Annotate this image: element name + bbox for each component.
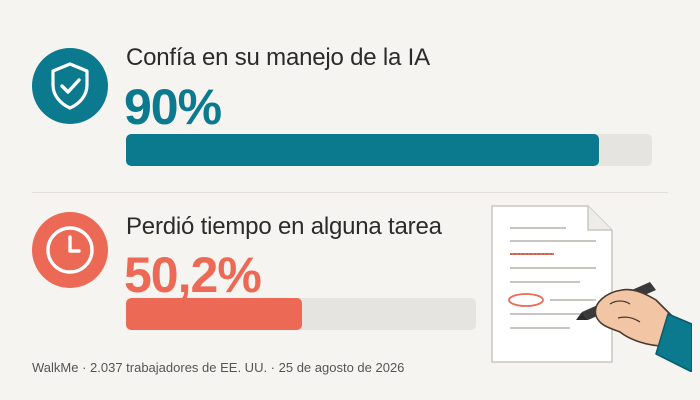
progress-track-trust [126, 134, 652, 166]
shield-check-icon [32, 48, 108, 124]
progress-track-time-lost [126, 298, 476, 330]
section-divider [32, 192, 668, 193]
stat-value-trust: 90% [124, 79, 222, 135]
document-pen-illustration [470, 196, 693, 373]
stat-value-time-lost: 50,2% [124, 247, 262, 303]
progress-fill-trust [126, 134, 600, 166]
progress-fill-time-lost [126, 298, 302, 330]
source-footer: WalkMe · 2.037 trabajadores de EE. UU. ·… [32, 360, 405, 375]
stat-label-time-lost: Perdió tiempo en alguna tarea [126, 213, 442, 240]
stat-label-trust: Confía en su manejo de la IA [126, 44, 430, 71]
clock-icon [32, 212, 108, 288]
